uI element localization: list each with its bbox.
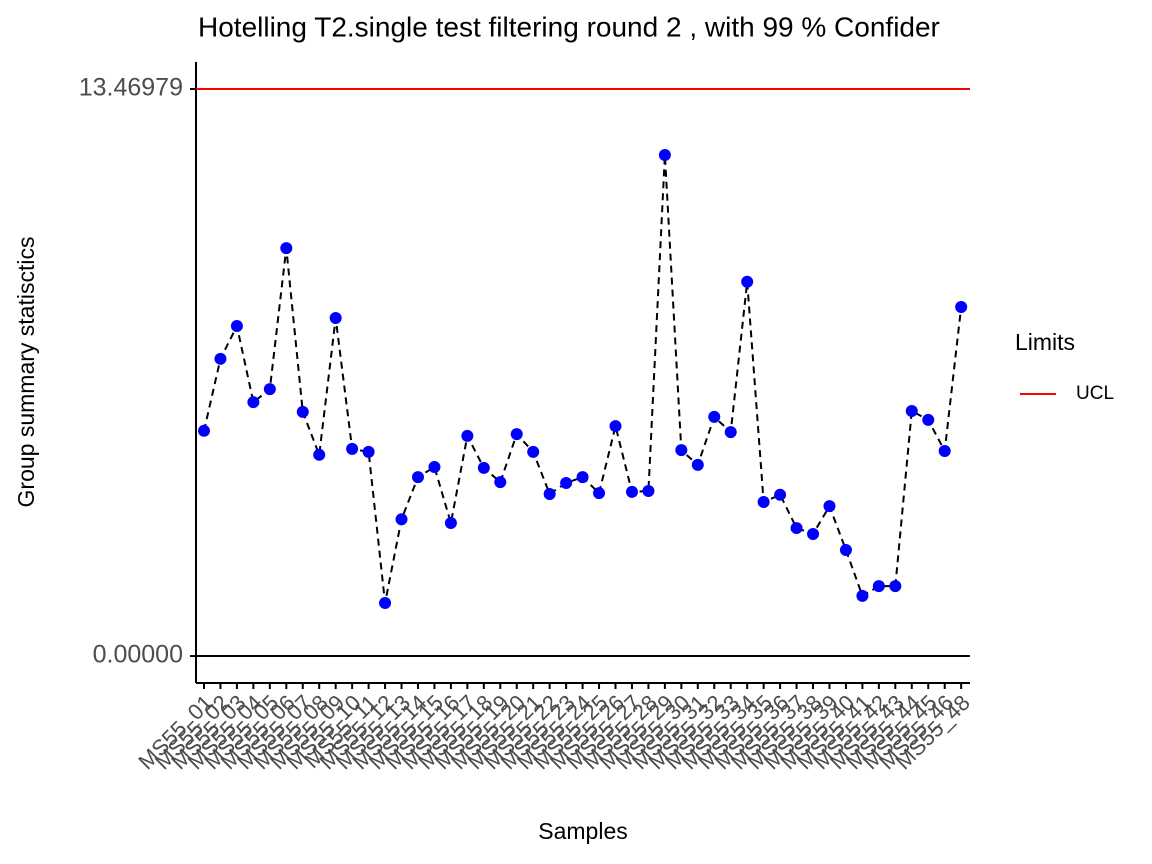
data-point <box>477 461 490 474</box>
y-tick-label: 0.00000 <box>93 641 183 669</box>
data-point <box>230 319 243 332</box>
data-point <box>444 517 457 530</box>
data-point <box>922 413 935 426</box>
data-line <box>203 154 963 604</box>
data-point <box>642 485 655 498</box>
data-point <box>691 458 704 471</box>
y-tick-label: 13.46979 <box>79 74 183 102</box>
data-point <box>263 383 276 396</box>
data-point <box>708 410 721 423</box>
data-point <box>329 311 342 324</box>
data-point <box>494 476 507 489</box>
data-point <box>198 424 210 437</box>
data-point <box>872 580 885 593</box>
chart-title: Hotelling T2.single test filtering round… <box>198 11 940 42</box>
data-point <box>757 495 770 508</box>
data-point <box>280 242 293 255</box>
legend-title: Limits <box>1015 329 1075 355</box>
data-point <box>527 445 540 458</box>
data-point <box>823 500 836 513</box>
x-axis-label: Samples <box>538 818 627 844</box>
y-axis-label: Group summary statisctics <box>13 237 39 508</box>
data-point <box>247 396 260 409</box>
data-point <box>313 448 326 461</box>
data-point <box>296 405 309 418</box>
data-point <box>807 527 820 540</box>
data-point <box>675 444 688 457</box>
data-point <box>774 488 787 501</box>
data-point <box>625 485 638 498</box>
data-point <box>411 471 424 484</box>
data-point <box>461 429 474 442</box>
data-point <box>379 597 392 610</box>
data-point <box>856 589 869 602</box>
data-point <box>609 420 622 433</box>
data-point <box>938 445 951 458</box>
data-point <box>362 445 375 458</box>
data-point <box>889 580 902 593</box>
data-point <box>510 428 523 441</box>
data-point <box>658 149 671 162</box>
data-point <box>543 487 556 500</box>
data-point <box>955 301 968 314</box>
data-point <box>395 513 408 526</box>
data-point <box>741 275 754 288</box>
data-point <box>214 352 227 365</box>
data-point <box>576 471 589 484</box>
data-point <box>724 426 737 439</box>
data-point <box>905 405 918 418</box>
data-point <box>346 442 359 455</box>
data-point <box>428 461 441 474</box>
data-point <box>560 477 573 490</box>
data-point <box>839 543 852 556</box>
data-point <box>593 487 606 500</box>
legend-label: UCL <box>1076 383 1114 404</box>
data-point <box>790 522 803 535</box>
